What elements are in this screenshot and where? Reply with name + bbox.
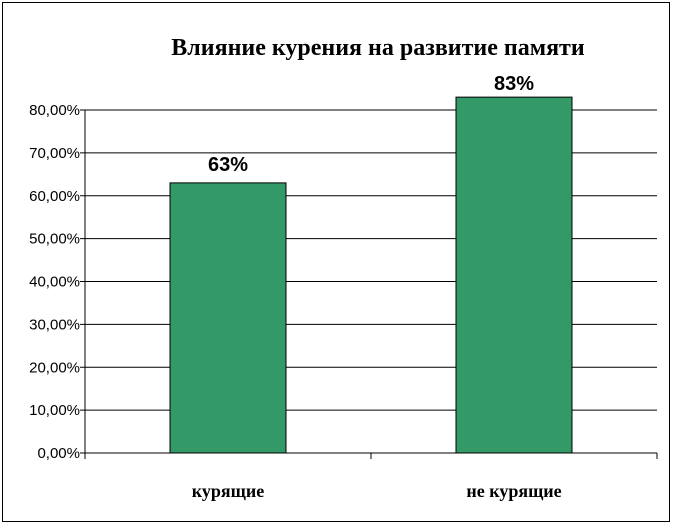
y-tick-label: 0,00%: [37, 445, 80, 462]
y-tick-label: 10,00%: [29, 402, 80, 419]
x-tick-label: не курящие: [466, 481, 561, 501]
data-label: 63%: [208, 154, 248, 176]
y-tick-label: 20,00%: [29, 359, 80, 376]
axes: [84, 110, 658, 459]
y-tick-label: 50,00%: [29, 231, 80, 248]
y-tick-label: 60,00%: [29, 188, 80, 205]
data-label: 83%: [494, 73, 534, 95]
bars: [169, 96, 573, 454]
bar: [455, 96, 573, 454]
y-tick-label: 80,00%: [29, 102, 80, 119]
x-tick-labels: курящие не курящие: [192, 481, 562, 501]
chart-title: Влияние курения на развитие памяти: [171, 35, 585, 61]
bar: [169, 182, 287, 454]
data-labels: 63% 83%: [208, 73, 534, 176]
y-tick-label: 70,00%: [29, 145, 80, 162]
y-tick-label: 30,00%: [29, 316, 80, 333]
y-tick-labels: 0,00% 10,00% 20,00% 30,00% 40,00% 50,00% 60,00…: [29, 102, 80, 462]
y-tick-label: 40,00%: [29, 274, 80, 291]
x-tick-label: курящие: [192, 481, 264, 501]
